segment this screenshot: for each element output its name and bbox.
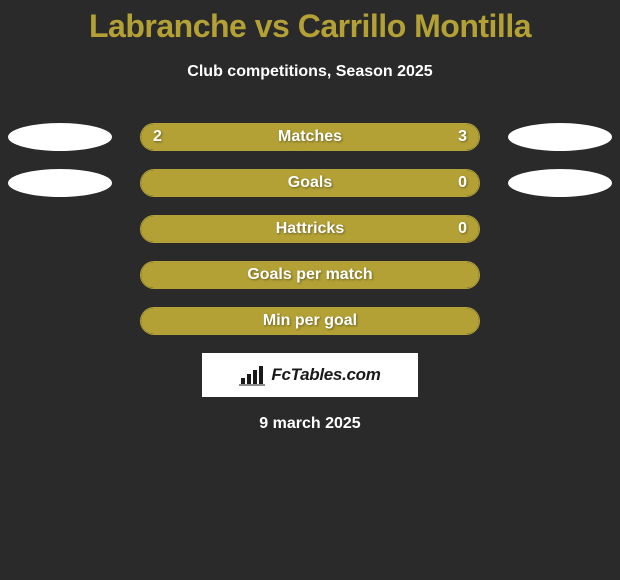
stat-bar: 0Goals (140, 169, 480, 197)
oval-spacer (8, 261, 112, 289)
stat-label: Goals per match (141, 262, 479, 288)
stat-row: 23Matches (0, 123, 620, 151)
oval-spacer (508, 307, 612, 335)
subtitle: Club competitions, Season 2025 (0, 63, 620, 81)
stat-row: 0Hattricks (0, 215, 620, 243)
stat-row: Goals per match (0, 261, 620, 289)
logo-text: FcTables.com (271, 365, 380, 385)
date-text: 9 march 2025 (0, 415, 620, 433)
stat-bar: Goals per match (140, 261, 480, 289)
stat-rows: 23Matches 0Goals 0Hattricks Goals per match… (0, 123, 620, 335)
stat-bar: 0Hattricks (140, 215, 480, 243)
player-oval-right (508, 169, 612, 197)
stat-label: Matches (141, 124, 479, 150)
stat-row: Min per goal (0, 307, 620, 335)
oval-spacer (8, 215, 112, 243)
stat-label: Goals (141, 170, 479, 196)
player-oval-left (8, 169, 112, 197)
page-title: Labranche vs Carrillo Montilla (0, 8, 620, 45)
logo-badge: FcTables.com (202, 353, 418, 397)
stat-row: 0Goals (0, 169, 620, 197)
stat-bar: Min per goal (140, 307, 480, 335)
comparison-infographic: Labranche vs Carrillo Montilla Club comp… (0, 0, 620, 433)
oval-spacer (508, 261, 612, 289)
oval-spacer (508, 215, 612, 243)
stat-label: Min per goal (141, 308, 479, 334)
chart-bars-icon (239, 364, 265, 386)
player-oval-left (8, 123, 112, 151)
oval-spacer (8, 307, 112, 335)
stat-label: Hattricks (141, 216, 479, 242)
stat-bar: 23Matches (140, 123, 480, 151)
player-oval-right (508, 123, 612, 151)
